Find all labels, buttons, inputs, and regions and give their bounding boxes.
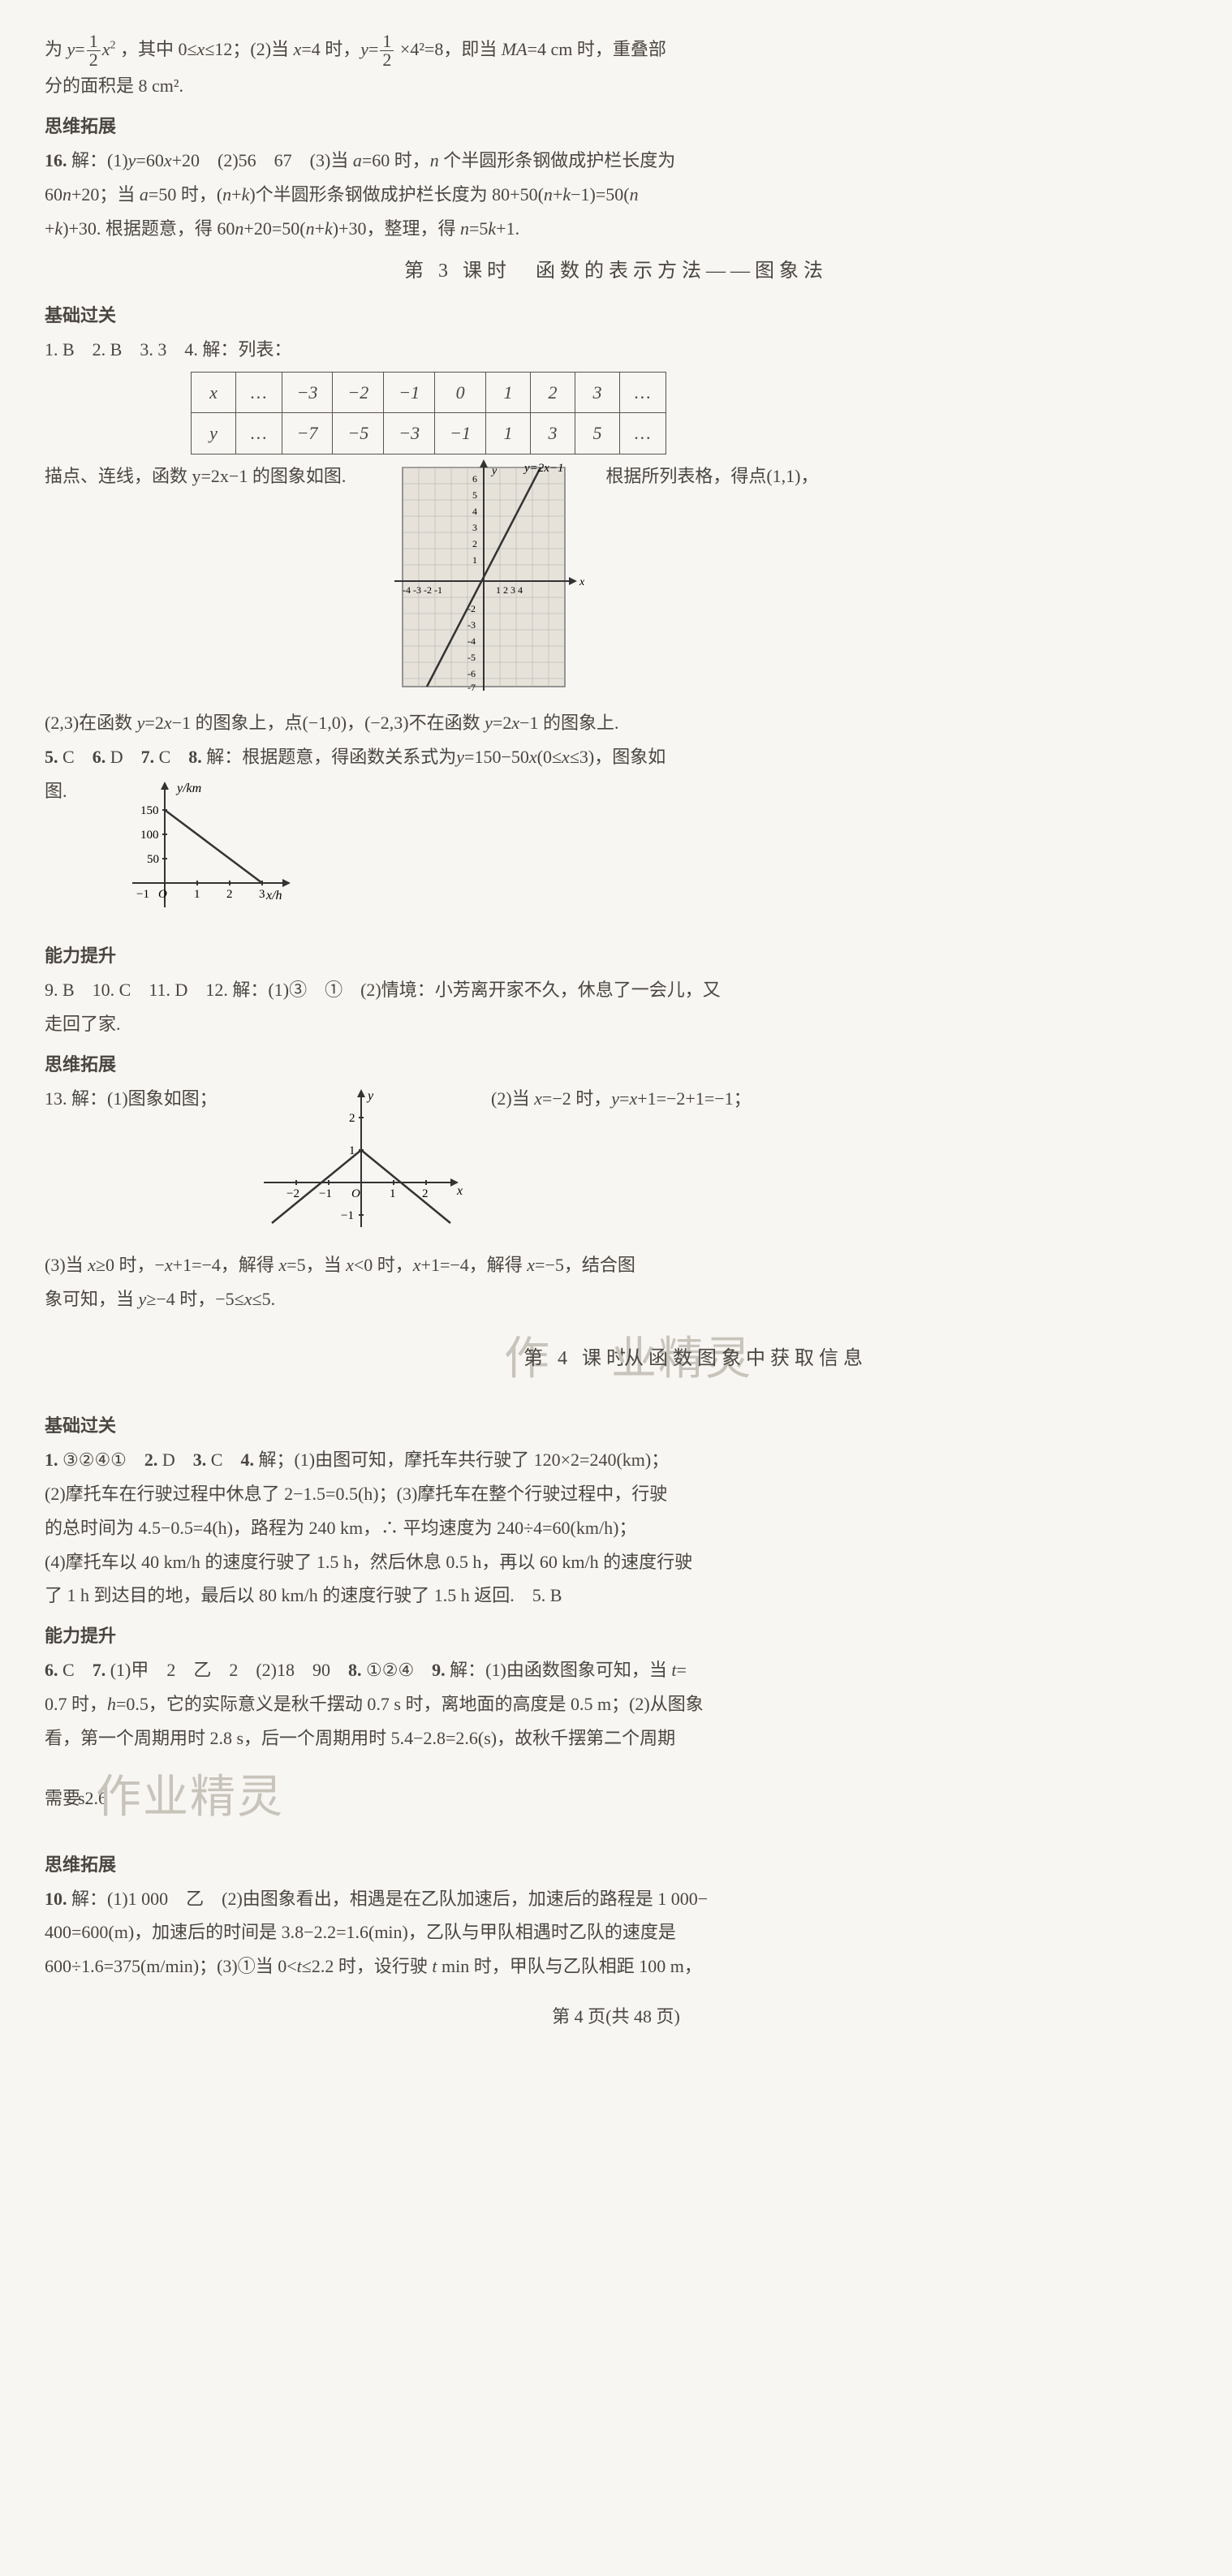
text-line: 10. 解：(1)1 000 乙 (2)由图象看出，相遇是在乙队加速后，加速后的… <box>45 1882 1187 1916</box>
text-line: 0.7 时，h=0.5，它的实际意义是秋千摆动 0.7 s 时，离地面的高度是 … <box>45 1687 1187 1721</box>
text-line: 图. <box>45 774 67 808</box>
section-header: 基础过关 <box>45 1409 1187 1443</box>
text-line: 60n+20；当 a=50 时，(n+k)个半圆形条钢做成护栏长度为 80+50… <box>45 178 1187 212</box>
page-footer: 第 4 页(共 48 页) <box>45 2000 1187 2034</box>
grid-graph: y x -4 -3 -2 -1 1 2 3 4 6 5 4 3 2 1 -2 -3 -4 -5 -… <box>370 459 597 695</box>
section-header: 能力提升 <box>45 1619 1187 1653</box>
text-line: 600÷1.6=375(m/min)；(3)①当 0<t≤2.2 时，设行驶 t… <box>45 1949 1187 1984</box>
svg-text:-4 -3 -2 -1: -4 -3 -2 -1 <box>403 584 442 596</box>
svg-text:1: 1 <box>472 554 477 566</box>
watermark-line-2: 需要 2.6 作业精灵 s. <box>45 1755 1187 1841</box>
v-graph: y x 2 1 −1 −2 −1 O 1 2 <box>256 1085 467 1231</box>
svg-text:y: y <box>490 465 498 477</box>
svg-text:−1: −1 <box>341 1209 354 1222</box>
text-line: (2)摩托车在行驶过程中休息了 2−1.5=0.5(h)；(3)摩托车在整个行驶… <box>45 1477 1187 1511</box>
lesson-title: 第 3 课时 函数的表示方法——图象法 <box>45 253 1187 291</box>
section-header: 思维拓展 <box>45 1848 1187 1882</box>
text-line: 为 y=12x2 ，其中 0≤x≤12；(2)当 x=4 时，y=12 ×4²=… <box>45 32 1187 69</box>
svg-text:y: y <box>366 1089 374 1103</box>
section-header: 思维拓展 <box>45 1048 1187 1082</box>
text-line: 1. ③②④① 2. D 3. C 4. 解；(1)由图可知，摩托车共行驶了 1… <box>45 1443 1187 1477</box>
svg-text:x: x <box>579 576 585 588</box>
text-line: 5. C 6. D 7. C 8. 解：根据题意，得函数关系式为y=150−50… <box>45 740 1187 774</box>
svg-text:6: 6 <box>472 473 477 485</box>
text-line: 16. 解：(1)y=60x+20 (2)56 67 (3)当 a=60 时，n… <box>45 144 1187 178</box>
svg-text:y=2x−1: y=2x−1 <box>523 462 564 475</box>
svg-text:x: x <box>456 1184 463 1198</box>
svg-text:−1: −1 <box>319 1187 332 1200</box>
watermark: 作业精灵 <box>96 1755 284 1841</box>
svg-text:1: 1 <box>194 888 200 901</box>
svg-text:-5: -5 <box>467 652 476 663</box>
svg-text:100: 100 <box>140 829 159 842</box>
svg-text:2: 2 <box>226 888 233 901</box>
svg-text:x/h: x/h <box>265 889 282 902</box>
section-header: 思维拓展 <box>45 110 1187 144</box>
svg-text:2: 2 <box>472 538 477 549</box>
svg-text:-2: -2 <box>467 603 476 614</box>
text-line: +k)+30. 根据题意，得 60n+20=50(n+k)+30，整理，得 n=… <box>45 212 1187 246</box>
function-table: x…−3−2−10123… y…−7−5−3−1135… <box>191 372 666 455</box>
text-line: 13. 解：(1)图象如图； <box>45 1082 239 1116</box>
text-line: 的总时间为 4.5−0.5=4(h)，路程为 240 km，∴ 平均速度为 24… <box>45 1511 1187 1545</box>
svg-text:-7: -7 <box>467 682 476 693</box>
svg-text:4: 4 <box>472 506 477 517</box>
svg-text:O: O <box>351 1187 360 1200</box>
text-line: (2)当 x=−2 时，y=x+1=−2+1=−1； <box>491 1082 752 1116</box>
text-line: 了 1 h 到达目的地，最后以 80 km/h 的速度行驶了 1.5 h 返回.… <box>45 1579 1187 1613</box>
text-line: 分的面积是 8 cm². <box>45 69 1187 103</box>
watermark-title-line: 作 第 4 课时 业精灵 从函数图象中获取信息 <box>45 1316 1187 1402</box>
text-line: 400=600(m)，加速后的时间是 3.8−2.2=1.6(min)，乙队与甲… <box>45 1915 1187 1949</box>
svg-text:50: 50 <box>147 853 159 866</box>
svg-text:3: 3 <box>472 522 477 533</box>
section-header: 基础过关 <box>45 299 1187 333</box>
text-line: (4)摩托车以 40 km/h 的速度行驶了 1.5 h，然后休息 0.5 h，… <box>45 1545 1187 1579</box>
svg-text:5: 5 <box>472 489 477 501</box>
graph1-row: 描点、连线，函数 y=2x−1 的图象如图. y x -4 -3 -2 -1 1… <box>45 459 1187 706</box>
svg-text:-3: -3 <box>467 619 476 631</box>
svg-text:-4: -4 <box>467 635 476 647</box>
svg-text:−2: −2 <box>286 1187 299 1200</box>
svg-text:2: 2 <box>422 1187 429 1200</box>
text-line: 1. B 2. B 3. 3 4. 解：列表： <box>45 333 1187 367</box>
svg-text:y/km: y/km <box>175 782 201 795</box>
text-line: (2,3)在函数 y=2x−1 的图象上，点(−1,0)，(−2,3)不在函数 … <box>45 706 1187 740</box>
text-line: (3)当 x≥0 时，−x+1=−4，解得 x=5，当 x<0 时，x+1=−4… <box>45 1248 1187 1282</box>
svg-text:3: 3 <box>259 888 265 901</box>
svg-text:150: 150 <box>140 804 159 817</box>
line-graph-2: y/km x/h 150 100 50 −1 O 1 2 3 <box>116 778 303 915</box>
section-header: 能力提升 <box>45 939 1187 973</box>
text-line: 9. B 10. C 11. D 12. 解：(1)③ ① (2)情境：小芳离开… <box>45 973 1187 1007</box>
svg-text:−1: −1 <box>136 888 149 901</box>
svg-text:O: O <box>158 888 167 901</box>
svg-text:2: 2 <box>349 1112 355 1125</box>
svg-text:1: 1 <box>390 1187 396 1200</box>
text-line: 走回了家. <box>45 1007 1187 1041</box>
text-line: 象可知，当 y≥−4 时，−5≤x≤5. <box>45 1282 1187 1316</box>
text-line: 看，第一个周期用时 2.8 s，后一个周期用时 5.4−2.8=2.6(s)，故… <box>45 1721 1187 1755</box>
svg-text:1 2 3 4: 1 2 3 4 <box>496 584 523 596</box>
text-line: 6. C 7. (1)甲 2 乙 2 (2)18 90 8. ①②④ 9. 解：… <box>45 1653 1187 1687</box>
svg-text:-6: -6 <box>467 668 476 679</box>
